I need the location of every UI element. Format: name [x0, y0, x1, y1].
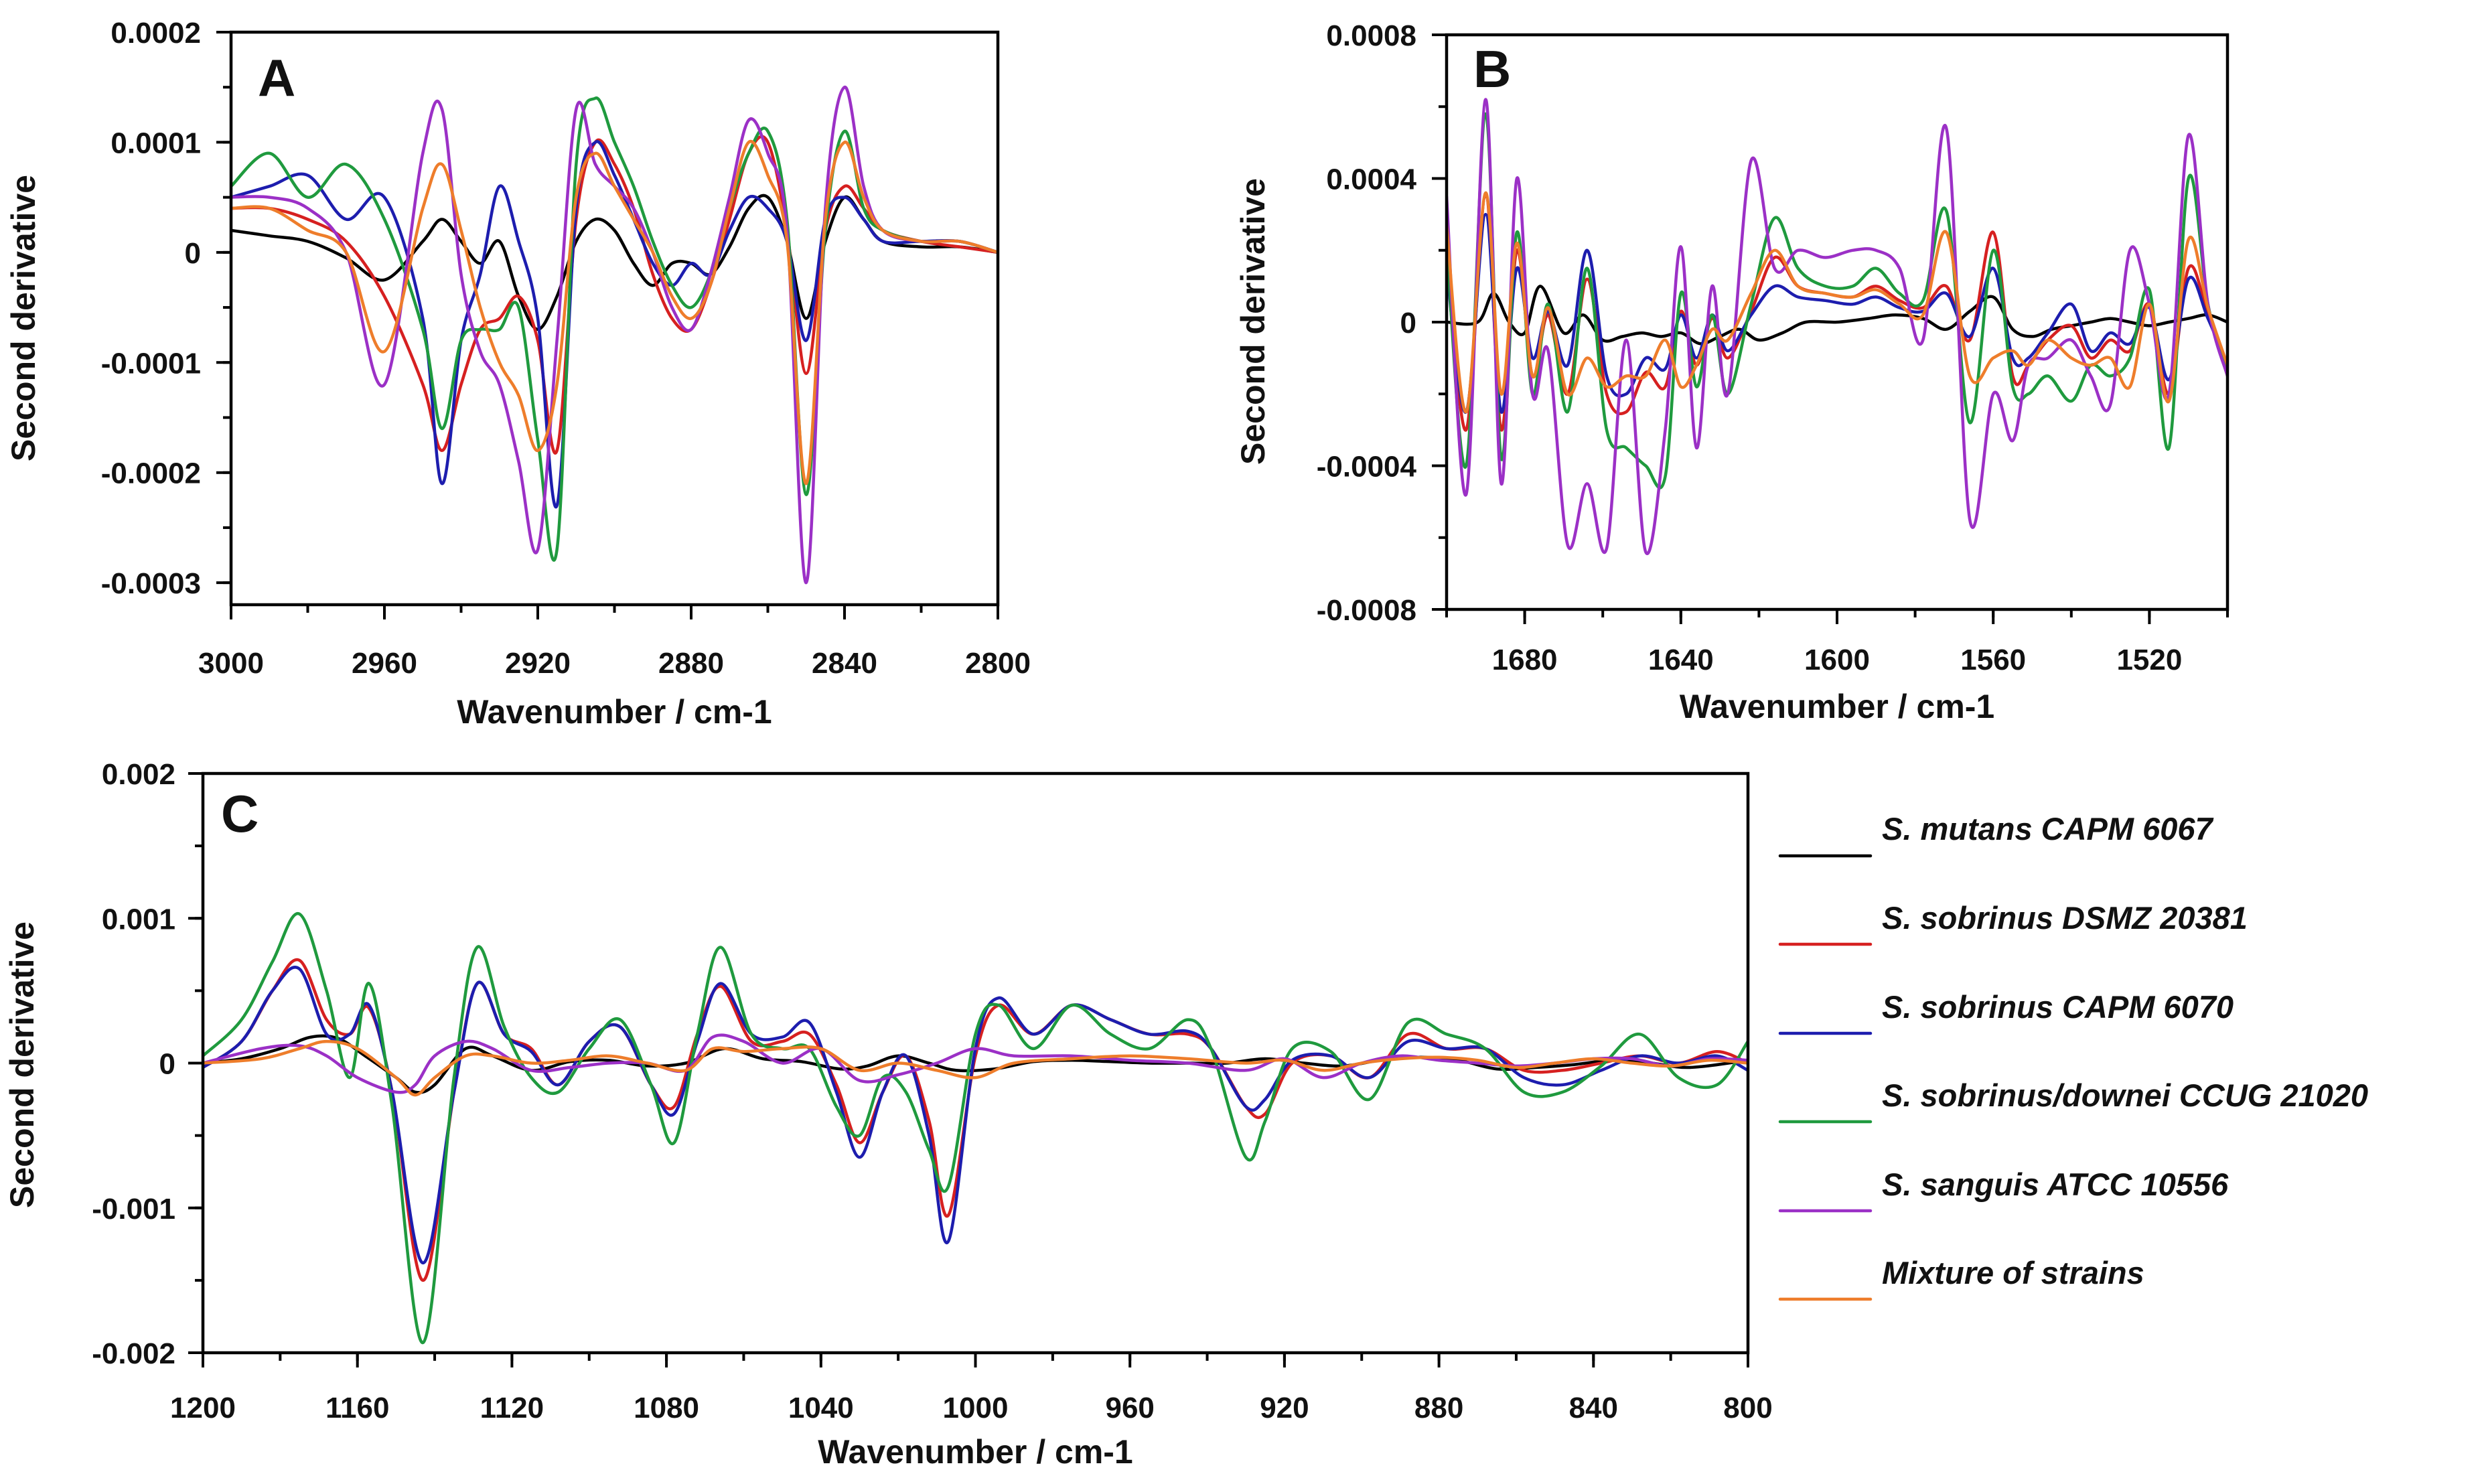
- panel-a-ytick-label: 0: [185, 237, 201, 270]
- panel-a-xtick-label: 2880: [658, 647, 724, 680]
- legend: S. mutans CAPM 6067 S. sobrinus DSMZ 203…: [1778, 811, 2368, 1301]
- panel-b-ytick-label: 0: [1400, 307, 1416, 340]
- panel-b-xtick-label: 1680: [1492, 644, 1558, 676]
- panel-a-ytick-label: -0.0002: [101, 457, 201, 490]
- panel-b-series-0: [1447, 285, 2227, 346]
- panel-b-xtick-label: 1520: [2116, 644, 2182, 676]
- panel-b-series-4: [1447, 98, 2227, 555]
- panel-b-xtick-label: 1560: [1960, 644, 2026, 676]
- panel-c-ytick-label: -0.002: [92, 1337, 175, 1370]
- panel-a-xlabel: Wavenumber / cm-1: [457, 693, 772, 731]
- panel-a-series-0: [231, 194, 998, 331]
- panel-c-ytick-label: -0.001: [92, 1193, 175, 1226]
- legend-label-3: S. sobrinus/downei CCUG 21020: [1882, 1078, 2368, 1113]
- panel-c-xtick-label: 1160: [325, 1392, 389, 1424]
- panel-c-series-2: [203, 966, 1748, 1265]
- panel-b-ytick-label: -0.0004: [1317, 451, 1417, 484]
- panel-b-ytick-label: -0.0008: [1317, 594, 1416, 627]
- legend-label-5: Mixture of strains: [1882, 1255, 2144, 1290]
- panel-a-ytick-label: 0.0002: [111, 17, 201, 50]
- panel-a-xtick-label: 2960: [352, 647, 417, 680]
- panel-b-xtick-label: 1600: [1804, 644, 1870, 676]
- panel-a-ytick-label: -0.0001: [101, 347, 201, 380]
- legend-label-0: S. mutans CAPM 6067: [1882, 811, 2214, 846]
- panel-c-xtick-label: 800: [1723, 1392, 1772, 1424]
- panel-c-xtick-label: 920: [1260, 1392, 1309, 1424]
- panel-c-ytick-label: 0.002: [102, 758, 175, 791]
- panel-b-ylabel: Second derivative: [1234, 178, 1272, 465]
- panel-a: A 3000 2960 2920 2880 2840 2800 0.0002 0.0001 0 -…: [5, 17, 1031, 731]
- panel-b-ytick-label: 0.0008: [1326, 19, 1416, 52]
- panel-a-xtick-label: 2840: [812, 647, 877, 680]
- panel-c-series-4: [203, 1033, 1748, 1094]
- panel-a-ylabel: Second derivative: [5, 175, 42, 461]
- panel-c-ytick-label: 0.001: [102, 903, 175, 936]
- panel-c-ytick-label: 0: [159, 1048, 175, 1081]
- panel-b: B 1680 1640 1600 1560 1520 0.0008 0.0004 0 -0.00…: [1234, 19, 2229, 725]
- panel-a-series-group: [231, 85, 998, 585]
- panel-a-letter: A: [258, 48, 295, 107]
- panel-a-xtick-label: 3000: [198, 647, 264, 680]
- panel-b-xtick-label: 1640: [1648, 644, 1714, 676]
- panel-c-xtick-label: 880: [1414, 1392, 1463, 1424]
- panel-c-series-3: [203, 912, 1748, 1345]
- panel-b-letter: B: [1473, 40, 1511, 98]
- panel-b-xlabel: Wavenumber / cm-1: [1680, 688, 1995, 725]
- panel-c-xlabel: Wavenumber / cm-1: [818, 1433, 1133, 1471]
- panel-c-xtick-label: 1000: [943, 1392, 1009, 1424]
- panel-a-series-5: [231, 139, 998, 486]
- panel-a-xtick-label: 2920: [505, 647, 571, 680]
- panel-a-ytick-label: -0.0003: [101, 567, 201, 600]
- panel-c-xtick-label: 840: [1569, 1392, 1618, 1424]
- panel-b-series-group: [1447, 98, 2227, 555]
- panel-c-xtick-label: 1040: [788, 1392, 854, 1424]
- panel-c-xtick-label: 1080: [634, 1392, 699, 1424]
- panel-a-ytick-label: 0.0001: [111, 127, 201, 159]
- panel-b-series-5: [1447, 191, 2227, 414]
- legend-label-4: S. sanguis ATCC 10556: [1882, 1167, 2229, 1202]
- panel-c-xtick-label: 960: [1105, 1392, 1154, 1424]
- panel-a-xtick-label: 2800: [965, 647, 1031, 680]
- panel-c-letter: C: [221, 784, 259, 843]
- panel-b-ytick-label: 0.0004: [1326, 163, 1416, 196]
- panel-c-xtick-label: 1200: [170, 1392, 236, 1424]
- panel-c: C 1200 1160 1120 1080 1040 1000 960 920 880 840 80…: [3, 758, 1773, 1471]
- legend-label-1: S. sobrinus DSMZ 20381: [1882, 900, 2248, 936]
- panel-c-ylabel: Second derivative: [3, 921, 41, 1208]
- legend-label-2: S. sobrinus CAPM 6070: [1882, 989, 2234, 1025]
- panel-c-xtick-label: 1120: [480, 1392, 544, 1424]
- panel-c-series-5: [203, 1039, 1748, 1097]
- panel-c-series-group: [203, 912, 1748, 1345]
